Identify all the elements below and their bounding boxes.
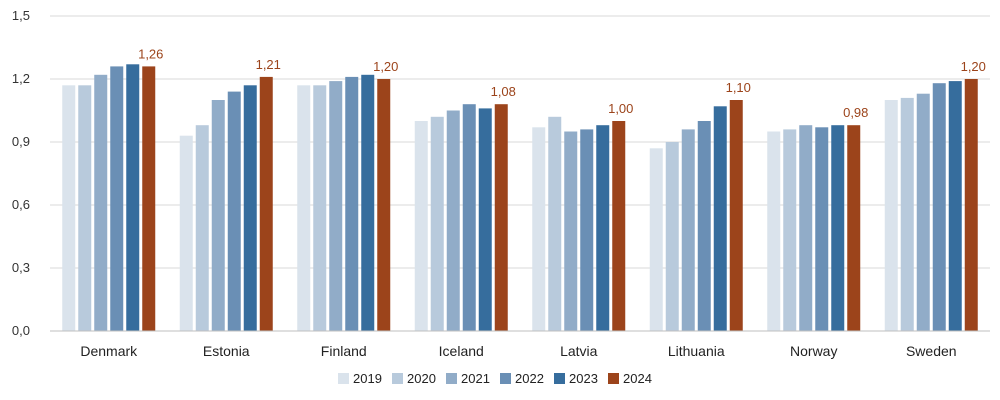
bar-2023-lithuania [713,106,727,331]
bar-2023-finland [361,74,375,332]
bar-2021-finland [329,81,343,331]
legend-label-2019: 2019 [353,371,382,386]
bar-2019-estonia [179,135,193,331]
y-tick-label: 1,5 [12,8,30,23]
legend-label-2022: 2022 [515,371,544,386]
legend-swatch-2019 [338,373,349,384]
bar-2022-estonia [227,91,241,331]
legend-label-2020: 2020 [407,371,436,386]
bar-2021-latvia [564,131,578,331]
data-label-lithuania: 1,10 [726,80,751,95]
bar-2024-finland [377,79,391,331]
x-axis-category-labels: Denmark Estonia Finland Iceland Latvia Lithua… [80,343,956,359]
bar-2022-norway [815,127,829,331]
y-tick-label: 0,9 [12,134,30,149]
y-tick-label: 0,0 [12,323,30,338]
bar-2024-latvia [612,121,626,331]
bar-2021-iceland [446,110,460,331]
legend-swatch-2020 [392,373,403,384]
legend-swatch-2024 [608,373,619,384]
bar-2023-latvia [596,125,610,331]
bar-2021-estonia [211,100,225,331]
bar-2022-iceland [462,104,476,331]
category-label-latvia: Latvia [560,343,598,359]
y-tick-label: 0,6 [12,197,30,212]
legend-swatch-2022 [500,373,511,384]
bar-2019-sweden [884,100,898,331]
bar-2019-norway [767,131,781,331]
bar-2024-sweden [964,79,978,331]
bar-2020-sweden [900,97,914,332]
bar-2020-norway [783,129,797,331]
data-label-iceland: 1,08 [491,84,516,99]
bar-2019-iceland [414,121,428,331]
bar-2023-norway [831,125,845,331]
data-label-estonia: 1,21 [256,57,281,72]
data-label-sweden: 1,20 [961,59,986,74]
bar-2019-latvia [532,127,546,331]
data-label-norway: 0,98 [843,105,868,120]
bar-2019-denmark [62,85,76,331]
bar-2024-norway [847,125,861,331]
bars [62,64,978,332]
legend-swatch-2023 [554,373,565,384]
legend-label-2024: 2024 [623,371,652,386]
y-tick-label: 1,2 [12,71,30,86]
data-label-latvia: 1,00 [608,101,633,116]
bar-2023-denmark [126,64,140,332]
bar-2022-finland [345,76,359,332]
category-label-lithuania: Lithuania [668,343,725,359]
category-label-finland: Finland [321,343,367,359]
bar-2020-latvia [548,116,562,331]
data-labels: 1,26 1,21 1,20 1,08 1,00 1,10 0,98 1,20 [138,46,986,120]
bar-2023-estonia [243,85,257,331]
bar-2023-sweden [948,81,962,331]
legend-swatch-2021 [446,373,457,384]
category-label-denmark: Denmark [80,343,138,359]
bar-2019-finland [297,85,311,331]
legend: 2019 2020 2021 2022 2023 2024 [338,371,652,386]
legend-label-2021: 2021 [461,371,490,386]
data-label-denmark: 1,26 [138,46,163,61]
y-axis-tick-labels: 0,0 0,3 0,6 0,9 1,2 1,5 [12,8,30,338]
bar-2020-estonia [195,125,209,331]
bar-2019-lithuania [649,148,663,331]
category-label-iceland: Iceland [439,343,484,359]
bar-2024-estonia [259,76,273,332]
bar-2024-iceland [494,104,508,331]
bar-2022-lithuania [697,121,711,331]
data-label-finland: 1,20 [373,59,398,74]
category-label-estonia: Estonia [203,343,250,359]
bar-2024-denmark [142,66,156,332]
bar-2021-norway [799,125,813,331]
category-label-norway: Norway [790,343,837,359]
bar-2022-sweden [932,83,946,331]
bar-2024-lithuania [729,100,743,331]
bar-2021-lithuania [681,129,695,331]
bar-2020-finland [313,85,327,331]
bar-2022-latvia [580,129,594,331]
bar-2020-denmark [78,85,92,331]
bar-2023-iceland [478,108,492,332]
bar-2021-denmark [94,74,108,332]
legend-label-2023: 2023 [569,371,598,386]
bar-2021-sweden [916,93,930,331]
bar-2022-denmark [110,66,124,332]
y-tick-label: 0,3 [12,260,30,275]
bar-2020-lithuania [665,142,679,331]
category-label-sweden: Sweden [906,343,957,359]
bar-2020-iceland [430,116,444,331]
